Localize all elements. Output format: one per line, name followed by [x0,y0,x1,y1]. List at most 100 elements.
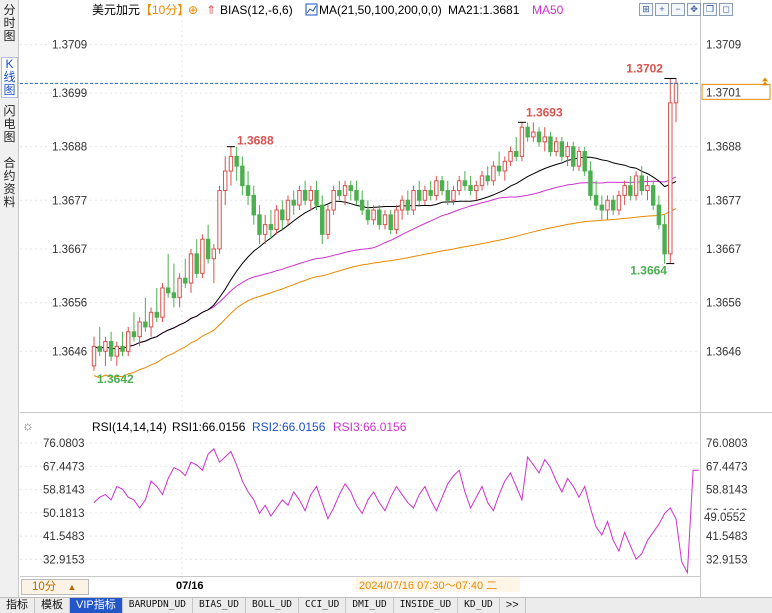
rsi-params[interactable]: RSI(14,14,14) [92,420,167,434]
bottom-tab-cci-ud6[interactable]: CCI_UD [299,598,347,613]
candle-body [582,151,587,172]
bottom-tab-more[interactable]: >> [500,598,526,613]
bottom-tab-kd-ud9[interactable]: KD_UD [458,598,500,613]
candle-body [417,190,422,201]
candle-body [348,185,353,192]
candle-body [234,155,239,167]
candle-body [126,331,131,352]
candle-body [388,214,393,230]
indicator-tab-bar: 指标 模板 VIP指标 BARUPDN_UD BIAS_UD BOLL_UD CCI_UD D… [0,597,772,613]
candle-body [405,199,411,211]
candle-body [188,253,194,284]
candle-body [320,204,325,235]
ma-label[interactable]: MA(21,50,100,200,0,0) [319,3,442,17]
candle-body [154,311,159,318]
tab-contract-info[interactable]: 合约资料 [3,156,16,209]
move-icon[interactable]: ✥ [687,3,701,16]
bottom-tab-vip2[interactable]: VIP指标 [70,598,123,613]
tab-time-share[interactable]: 分时图 [3,3,16,43]
kline-chart[interactable]: 美元加元 【10分】 ⊕ ⇑ BIAS(12,-6,6) MA(21,50,10… [0,0,772,597]
candle-body [428,190,433,196]
price-tick-left: 1.3667 [52,244,87,256]
candle-body [536,131,542,143]
candle-body [668,102,673,255]
candle-body [337,190,342,196]
candle-body [502,160,508,172]
rsi3-value: RSI3:66.0156 [333,420,407,434]
bias-arrow-icon: ⇑ [206,3,216,17]
candle-body [308,190,314,201]
candle-body [474,185,479,192]
price-tick-left: 1.3646 [52,346,87,358]
price-tick-right: 1.3688 [706,142,741,154]
ma50-label: MA50 [532,3,564,17]
candle-body [650,185,656,206]
candle-body [280,209,285,221]
bottom-tab-dmi-ud7[interactable]: DMI_UD [346,598,394,613]
candle-body [628,185,633,196]
candle-body [359,199,365,211]
candle-body [245,185,251,196]
candle-body [274,209,279,230]
candle-body [251,194,256,216]
annotation-high: 1.3702 [626,61,663,75]
rsi-tick-left: 41.5483 [43,531,85,543]
settings-icon[interactable]: ⊕ [188,3,198,17]
grid-icon[interactable]: ⊞ [639,3,653,16]
candle-body [605,199,610,211]
candle-body [291,199,296,206]
period-label: 【10分】 [140,3,189,17]
price-tick-right: 1.3709 [706,39,741,51]
candle-body [205,238,211,260]
candle-body [285,199,291,221]
rsi-settings-icon[interactable]: ☼ [22,418,34,433]
tab-lightning[interactable]: 闪电图 [3,104,16,144]
candle-body [314,190,319,206]
candle-body [599,204,605,211]
bottom-tab-boll-ud5[interactable]: BOLL_UD [246,598,300,613]
ma100-line [93,208,677,379]
candle-body [114,345,120,357]
period-selector[interactable]: 10分 ▲ [21,579,89,595]
annotation-mid-high: 1.3693 [526,105,563,119]
bias-label[interactable]: BIAS(12,-6,6) [220,3,293,17]
candle-body [422,190,428,201]
candle-body [411,190,416,211]
annotation-first-low: 1.3642 [97,372,134,386]
candle-body [262,224,268,235]
candle-body [576,151,582,167]
restore-icon[interactable]: ❐ [703,3,717,16]
candle-body [108,341,114,357]
rsi2-value: RSI2:66.0156 [252,420,326,434]
candle-body [331,190,336,211]
price-tick-right: 1.3656 [706,298,741,310]
candle-body [365,209,371,221]
candle-body [451,190,456,201]
candle-body [656,204,662,226]
bottom-tab-barupdn-ud3[interactable]: BARUPDN_UD [123,598,193,613]
price-tick-left: 1.3699 [52,88,87,100]
candle-body [519,126,525,157]
bottom-tab-1[interactable]: 模板 [35,598,70,613]
rsi-grid [20,412,700,576]
minus-icon[interactable]: − [671,3,685,16]
date-label: 07/16 [176,580,204,592]
bottom-tab-0[interactable]: 指标 [0,598,35,613]
candle-body [593,194,599,206]
candle-body [434,180,439,196]
bottom-tab-bias-ud4[interactable]: BIAS_UD [193,598,246,613]
maximize-icon[interactable]: ◻ [719,3,733,16]
candle-body [200,238,205,274]
candle-body [633,175,639,196]
current-price-arrow-icon [762,77,768,86]
price-tick-left: 1.3709 [52,39,87,51]
price-tick-left: 1.3688 [52,142,87,154]
price-tick-left: 1.3656 [52,298,87,310]
plus-icon[interactable]: + [655,3,669,16]
candle-body [177,277,182,299]
candle-body [143,321,148,328]
candle-body [165,287,171,294]
candle-body [588,170,593,196]
bottom-tab-inside-ud8[interactable]: INSIDE_UD [394,598,459,613]
